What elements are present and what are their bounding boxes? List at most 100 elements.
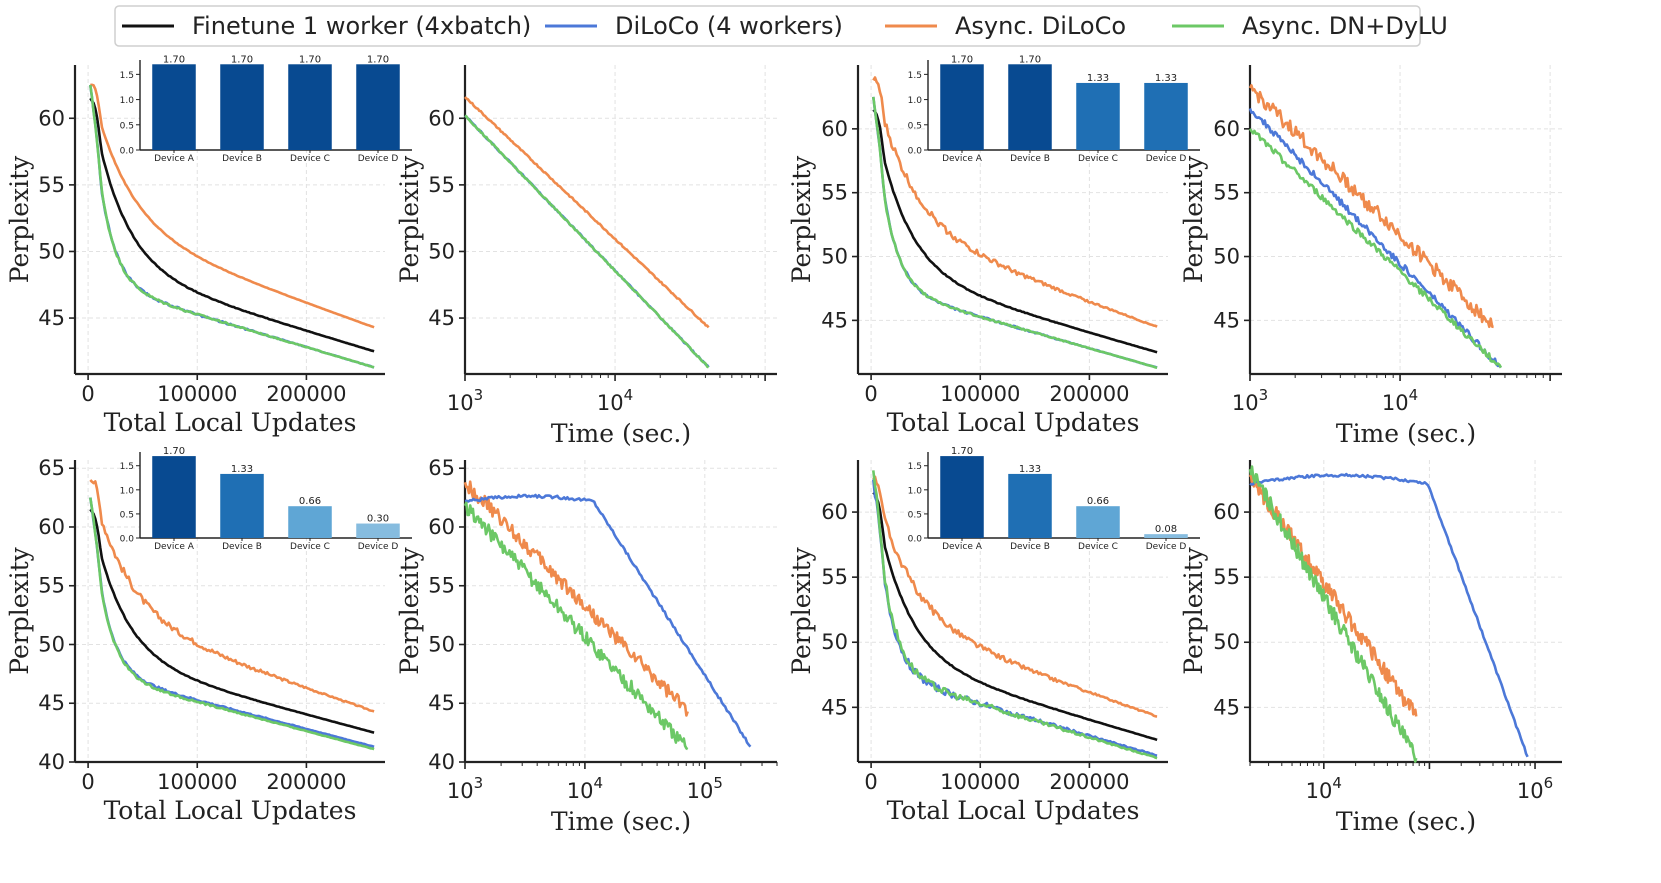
- inset-y-tick-label: 0.0: [908, 535, 923, 545]
- y-tick-label: 45: [38, 306, 65, 330]
- y-axis-label: Perplexity: [5, 155, 34, 283]
- x-axis-label: Time (sec.): [551, 419, 691, 448]
- x-tick-label: 200000: [1049, 382, 1129, 406]
- inset-bar: [1076, 82, 1120, 150]
- inset-category-label: Device D: [1146, 542, 1187, 552]
- y-tick-label: 55: [1213, 565, 1240, 589]
- tick-exponent: 3: [474, 386, 484, 404]
- y-tick-label: 60: [38, 106, 65, 130]
- x-tick-label: 104: [597, 386, 633, 415]
- inset-bar: [152, 64, 196, 150]
- y-tick-label: 45: [1213, 308, 1240, 332]
- inset-category-label: Device B: [1010, 154, 1050, 164]
- x-tick-label: 100000: [940, 382, 1020, 406]
- y-tick-label: 45: [428, 691, 455, 715]
- y-tick-label: 55: [428, 173, 455, 197]
- legend-entry[interactable]: Finetune 1 worker (4xbatch): [122, 12, 531, 40]
- inset-bar-value: 1.33: [1019, 464, 1041, 475]
- series-line-diloco-4-workers-: [89, 497, 375, 748]
- inset-category-label: Device D: [358, 542, 399, 552]
- x-axis-label: Time (sec.): [1336, 807, 1476, 836]
- inset-category-label: Device A: [154, 542, 195, 552]
- inset-category-label: Device C: [1078, 542, 1118, 552]
- inset-bar-value: 0.08: [1155, 524, 1177, 535]
- series-line-async-dn-dylu: [1248, 465, 1418, 763]
- y-tick-label: 45: [821, 308, 848, 332]
- x-tick-label: 104: [1306, 774, 1342, 803]
- x-axis-label: Total Local Updates: [104, 408, 357, 437]
- legend-entry[interactable]: DiLoCo (4 workers): [545, 12, 843, 40]
- legend-entry[interactable]: Async. DN+DyLU: [1172, 12, 1448, 40]
- y-axis-label: Perplexity: [787, 546, 816, 674]
- inset-y-tick-label: 1.0: [120, 486, 135, 496]
- x-tick-label: 104: [1382, 386, 1418, 415]
- series-line-finetune-1-worker-4xbatch-: [89, 97, 375, 353]
- y-tick-label: 60: [821, 117, 848, 141]
- x-axis-label: Total Local Updates: [104, 796, 357, 825]
- legend-label: Async. DiLoCo: [955, 12, 1126, 40]
- y-tick-label: 60: [428, 106, 455, 130]
- inset-bar-chart: 0.0 0.5 1.0 1.5 1.70 Device A 1.33 Device B 0.66…: [120, 446, 412, 552]
- inset-y-tick-label: 1.5: [908, 462, 922, 472]
- x-tick-label: 104: [567, 774, 603, 803]
- y-tick-label: 60: [428, 515, 455, 539]
- x-tick-label: 0: [864, 382, 877, 406]
- tick-base: 10: [597, 391, 624, 415]
- tick-exponent: 4: [624, 386, 634, 404]
- tick-exponent: 5: [713, 774, 723, 792]
- inset-bar-value: 1.70: [231, 54, 253, 65]
- y-tick-label: 40: [38, 750, 65, 774]
- inset-category-label: Device C: [290, 542, 330, 552]
- x-tick-label: 100000: [157, 770, 237, 794]
- inset-bar-value: 1.70: [163, 54, 185, 65]
- series-line-async-diloco: [463, 480, 689, 717]
- legend-entry[interactable]: Async. DiLoCo: [885, 12, 1126, 40]
- x-tick-label: 200000: [266, 770, 346, 794]
- x-tick-label: 105: [687, 774, 723, 803]
- inset-bar-value: 1.70: [299, 54, 321, 65]
- x-tick-label: 100000: [940, 770, 1020, 794]
- inset-bar-chart: 0.0 0.5 1.0 1.5 1.70 Device A 1.70 Device B 1.70…: [120, 54, 412, 164]
- series-line-async-dn-dylu: [872, 96, 1158, 369]
- tick-exponent: 4: [1409, 386, 1419, 404]
- series-line-finetune-1-worker-4xbatch-: [872, 108, 1158, 354]
- series-line-async-diloco: [89, 479, 375, 713]
- inset-y-tick-label: 0.5: [908, 510, 922, 520]
- x-tick-label: 100000: [157, 382, 237, 406]
- inset-bar: [288, 506, 332, 538]
- inset-bar: [288, 64, 332, 150]
- inset-bar: [940, 456, 984, 538]
- y-tick-label: 45: [428, 306, 455, 330]
- inset-bar: [1008, 64, 1052, 150]
- x-tick-label: 0: [864, 770, 877, 794]
- inset-y-tick-label: 1.0: [120, 96, 135, 106]
- y-tick-label: 45: [38, 691, 65, 715]
- x-tick-label: 106: [1517, 774, 1553, 803]
- tick-exponent: 3: [474, 774, 484, 792]
- x-tick-label: 200000: [266, 382, 346, 406]
- legend-label: DiLoCo (4 workers): [615, 12, 843, 40]
- y-tick-label: 50: [428, 632, 455, 656]
- inset-y-tick-label: 1.5: [120, 462, 134, 472]
- inset-category-label: Device B: [222, 542, 262, 552]
- series-line-async-diloco: [872, 475, 1158, 718]
- tick-base: 10: [567, 779, 594, 803]
- y-axis-label: Perplexity: [395, 155, 424, 283]
- x-tick-label: 103: [447, 386, 483, 415]
- inset-bar: [356, 523, 400, 538]
- inset-y-tick-label: 0.5: [120, 121, 134, 131]
- tick-exponent: 3: [1259, 386, 1269, 404]
- series-line-async-dn-dylu: [89, 497, 375, 751]
- y-tick-label: 55: [1213, 181, 1240, 205]
- y-axis-label: Perplexity: [395, 546, 424, 674]
- inset-y-tick-label: 1.5: [908, 71, 922, 81]
- inset-bar-value: 1.70: [951, 54, 973, 65]
- x-tick-label: 200000: [1049, 770, 1129, 794]
